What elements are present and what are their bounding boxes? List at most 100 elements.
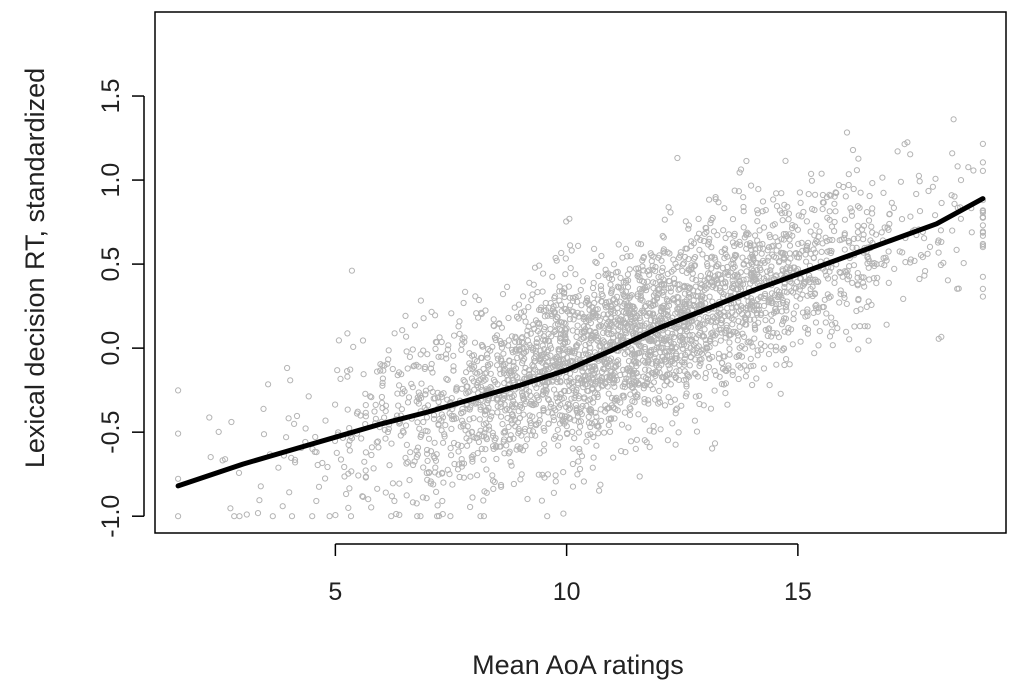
data-point	[757, 310, 765, 317]
data-point	[535, 396, 542, 404]
data-point	[922, 268, 929, 275]
data-point	[524, 436, 531, 443]
data-point	[388, 513, 395, 520]
data-point	[780, 256, 787, 263]
data-point	[684, 371, 691, 378]
data-point	[449, 481, 456, 488]
data-point	[932, 212, 939, 219]
data-point	[664, 437, 672, 444]
y-tick-label: 1.5	[97, 79, 125, 114]
data-point	[593, 442, 600, 449]
data-point	[612, 300, 619, 307]
data-point	[507, 459, 514, 466]
data-point	[438, 394, 445, 401]
data-point	[670, 334, 678, 341]
data-point	[786, 236, 793, 243]
data-point	[863, 209, 871, 216]
data-point	[432, 338, 439, 346]
data-point	[613, 377, 621, 384]
data-point	[708, 216, 715, 224]
data-point	[607, 355, 615, 362]
data-point	[837, 287, 844, 294]
data-point	[647, 317, 655, 324]
data-point	[362, 409, 369, 416]
data-point	[596, 317, 604, 324]
data-point	[765, 351, 773, 358]
data-point	[846, 336, 853, 343]
data-point	[886, 211, 893, 218]
data-point	[344, 330, 351, 337]
data-point	[450, 439, 458, 447]
data-point	[872, 231, 880, 238]
data-point	[629, 369, 636, 376]
data-point	[494, 352, 501, 359]
data-point	[883, 257, 890, 264]
data-point	[751, 322, 758, 329]
data-point	[697, 272, 704, 280]
data-point	[462, 427, 469, 434]
data-point	[588, 334, 595, 341]
data-point	[791, 250, 799, 257]
data-point	[783, 289, 791, 296]
data-point	[595, 272, 602, 280]
data-point	[442, 422, 449, 429]
data-point	[855, 155, 862, 162]
data-point	[402, 454, 409, 461]
data-point	[857, 189, 864, 196]
data-point	[911, 257, 918, 264]
data-point	[461, 334, 468, 341]
data-point	[667, 359, 674, 366]
data-point	[772, 308, 779, 315]
data-point	[490, 485, 497, 492]
data-point	[560, 469, 567, 476]
data-point	[343, 490, 350, 498]
data-point	[420, 347, 427, 354]
data-point	[510, 480, 518, 488]
data-point	[175, 475, 182, 482]
data-point	[424, 351, 431, 358]
data-point	[718, 316, 725, 323]
data-point	[656, 387, 663, 394]
data-point	[489, 429, 496, 436]
data-point	[811, 206, 818, 214]
data-point	[379, 405, 386, 412]
data-point	[618, 336, 625, 344]
data-point	[690, 346, 697, 353]
data-point	[776, 300, 783, 308]
data-point	[879, 174, 886, 181]
data-point	[507, 367, 514, 374]
data-point	[798, 213, 805, 220]
data-point	[731, 230, 738, 237]
data-point	[617, 316, 624, 323]
data-point	[768, 317, 776, 324]
data-point	[640, 254, 647, 262]
data-point	[777, 249, 785, 256]
data-point	[721, 255, 728, 262]
data-point	[608, 402, 615, 409]
data-point	[423, 495, 430, 502]
data-point	[706, 196, 713, 203]
data-point	[501, 428, 508, 435]
data-point	[711, 387, 718, 394]
data-point	[543, 387, 550, 394]
data-point	[450, 413, 457, 420]
data-point	[532, 353, 539, 360]
data-point	[664, 371, 671, 379]
data-point	[826, 333, 834, 340]
data-point	[582, 317, 589, 325]
data-point	[500, 367, 507, 374]
data-point	[637, 295, 645, 302]
data-point	[313, 497, 320, 505]
data-point	[614, 397, 621, 404]
data-point	[881, 262, 888, 269]
data-point	[582, 341, 589, 349]
data-point	[260, 405, 267, 412]
data-point	[491, 437, 498, 444]
data-point	[644, 376, 652, 383]
data-point	[692, 339, 699, 346]
data-point	[686, 284, 693, 291]
data-point	[435, 422, 442, 429]
data-point	[560, 356, 567, 363]
data-point	[569, 428, 576, 435]
data-point	[734, 286, 742, 293]
